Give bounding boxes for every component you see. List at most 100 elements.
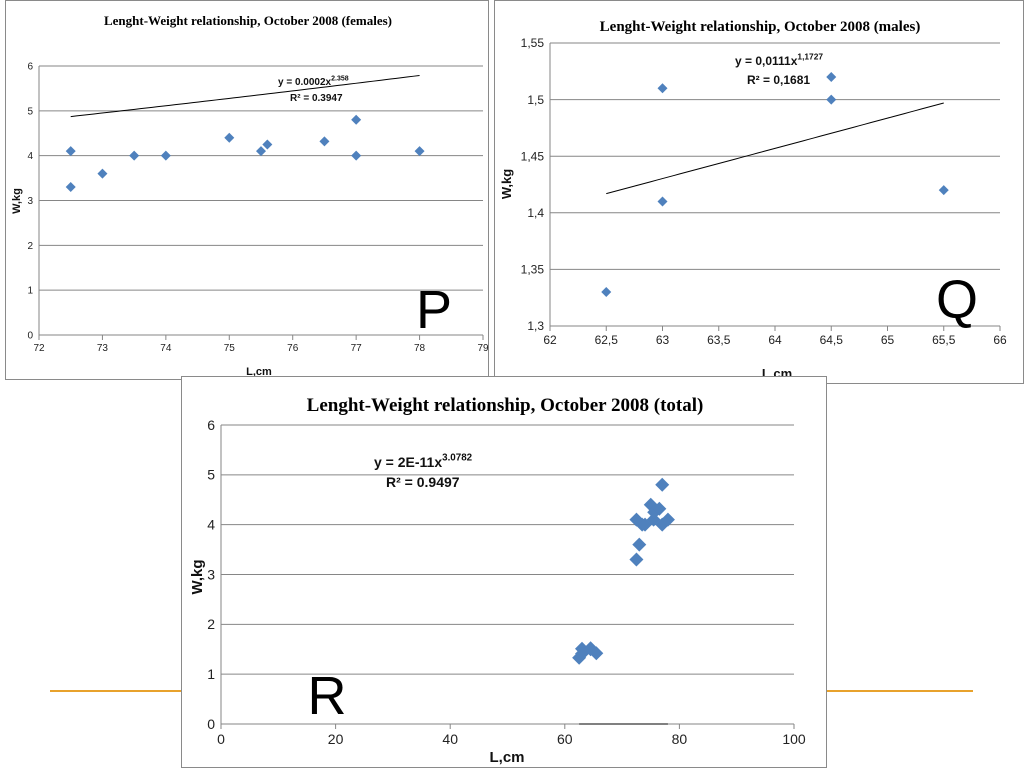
data-point [629,512,644,527]
trend-equation: y = 0.0002x2.358 [278,76,349,89]
chart-title: Lenght-Weight relationship, October 2008… [307,395,704,416]
x-tick-label: 76 [287,343,299,354]
panel-label: R [308,666,347,726]
data-point [65,182,76,193]
data-point [643,497,658,512]
trend-equation-exponent: 3.0782 [442,453,473,464]
y-tick-label: 6 [207,417,215,433]
chart-title: Lenght-Weight relationship, October 2008… [600,19,921,35]
x-tick-label: 78 [414,343,426,354]
x-tick-label: 73 [97,343,109,354]
data-point [414,146,425,157]
x-tick-label: 40 [442,731,458,747]
y-tick-label: 5 [207,467,215,483]
y-tick-label: 3 [27,196,33,207]
data-point [129,150,140,161]
x-tick-label: 20 [328,731,344,747]
y-tick-label: 1 [27,286,33,297]
y-tick-label: 1 [207,666,215,682]
y-tick-label: 4 [207,517,215,533]
y-tick-label: 0 [27,331,33,342]
x-tick-label: 65,5 [932,333,956,347]
trendline [70,74,420,118]
x-tick-label: 66 [993,333,1007,347]
trend-equation: y = 0,0111x1,1727 [735,52,823,68]
trend-equation-base: y = 2E-11x [374,454,442,470]
data-point [657,83,668,94]
y-axis-label: W,kg [11,188,23,214]
trendline [606,102,944,195]
data-point [660,512,675,527]
x-tick-label: 64 [768,333,782,347]
data-point [160,150,171,161]
chart-total: Lenght-Weight relationship, October 2008… [189,395,806,766]
y-tick-label: 1,35 [521,263,545,277]
y-tick-label: 5 [27,106,33,117]
orange-divider-left [50,690,190,692]
data-point [97,168,108,179]
x-tick-label: 77 [351,343,363,354]
y-tick-label: 3 [207,566,215,582]
chart-panel-females: Lenght-Weight relationship, October 2008… [5,0,489,380]
orange-divider-right [820,690,973,692]
x-axis-label: L,cm [489,749,524,766]
data-point [826,71,837,82]
y-tick-label: 1,4 [527,206,544,220]
x-tick-label: 62,5 [595,333,619,347]
chart-title: Lenght-Weight relationship, October 2008… [104,13,392,28]
trend-equation-base: y = 0.0002x [278,77,332,88]
x-tick-label: 72 [33,343,45,354]
x-tick-label: 63 [656,333,670,347]
x-tick-label: 65 [881,333,895,347]
x-tick-label: 62 [543,333,557,347]
chart-panel-total: Lenght-Weight relationship, October 2008… [181,376,827,768]
data-point [938,185,949,196]
trend-equation-exponent: 1,1727 [797,52,823,62]
data-point [262,139,273,150]
x-tick-label: 60 [557,731,573,747]
y-tick-label: 2 [27,241,33,252]
x-tick-label: 64,5 [820,333,844,347]
panel-label: P [416,280,452,340]
data-point [657,196,668,207]
chart-females: Lenght-Weight relationship, October 2008… [11,13,489,378]
panel-label: Q [936,270,978,330]
y-tick-label: 1,45 [521,149,545,163]
data-point [589,646,604,661]
data-point [319,136,330,147]
r-squared: R² = 0.9497 [386,474,460,490]
r-squared: R² = 0.3947 [290,93,343,104]
x-tick-label: 79 [477,343,489,354]
y-tick-label: 1,55 [521,36,545,50]
y-tick-label: 1,3 [527,319,544,333]
data-point [65,146,76,157]
data-point [655,477,670,492]
data-point [629,552,644,567]
data-point [647,505,662,520]
y-axis-label: W,kg [189,559,206,594]
data-point [351,114,362,125]
trend-equation-exponent: 2.358 [331,76,349,83]
x-tick-label: 75 [224,343,236,354]
data-point [601,287,612,298]
x-tick-label: 80 [672,731,688,747]
x-tick-label: 100 [782,731,806,747]
chart-panel-males: Lenght-Weight relationship, October 2008… [494,0,1024,384]
y-tick-label: 1,5 [527,93,544,107]
r-squared: R² = 0,1681 [747,73,810,87]
data-point [256,146,266,157]
data-point [652,501,667,516]
x-tick-label: 63,5 [707,333,731,347]
trend-equation: y = 2E-11x3.0782 [374,453,473,470]
y-tick-label: 4 [27,151,33,162]
x-tick-label: 74 [160,343,172,354]
data-point [351,150,362,161]
chart-males: Lenght-Weight relationship, October 2008… [499,19,1007,381]
data-point [224,132,235,143]
x-axis-label: L,cm [246,366,272,378]
y-axis-label: W,kg [499,169,514,199]
trend-equation-base: y = 0,0111x [735,54,798,68]
y-tick-label: 6 [27,62,33,73]
y-tick-label: 2 [207,616,215,632]
y-tick-label: 0 [207,716,215,732]
